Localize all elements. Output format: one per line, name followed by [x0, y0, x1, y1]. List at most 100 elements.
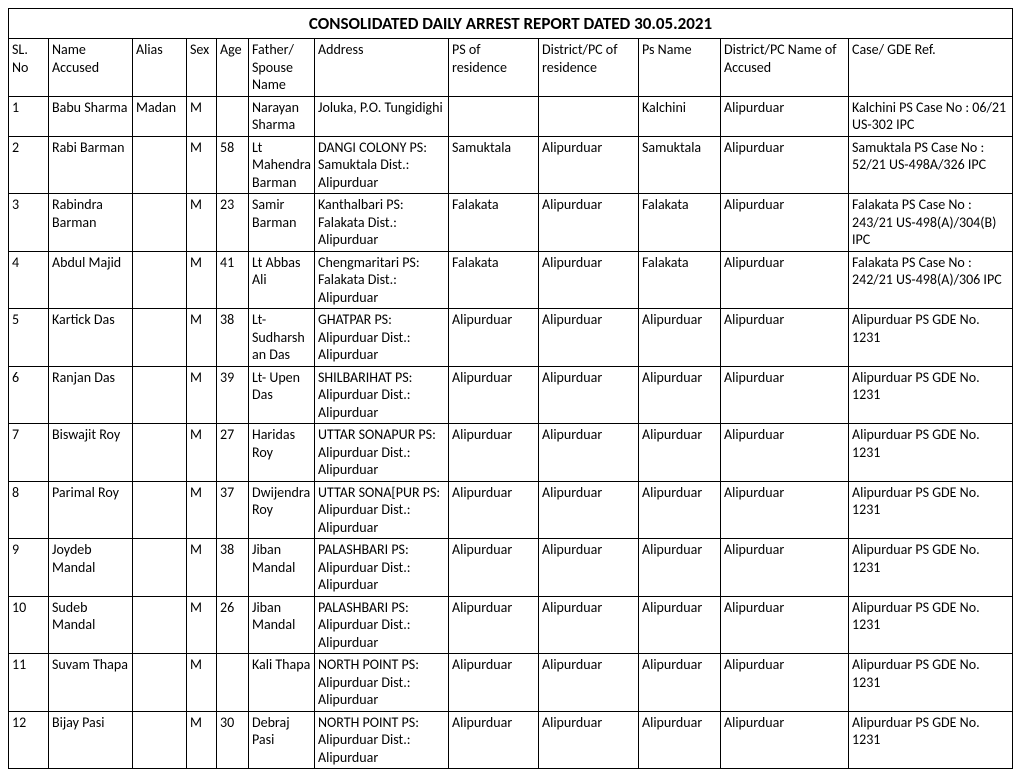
cell-alias	[133, 539, 187, 597]
cell-name: Biswajit Roy	[49, 424, 133, 482]
cell-alias	[133, 424, 187, 482]
cell-ps_name: Alipurduar	[639, 309, 721, 367]
cell-ps_res: Alipurduar	[449, 596, 539, 654]
cell-name: Abdul Majid	[49, 251, 133, 309]
cell-father: Lt Mahendra Barman	[249, 136, 315, 194]
cell-sex: M	[187, 481, 217, 539]
cell-age: 41	[217, 251, 249, 309]
table-row: 10Sudeb MandalM26Jiban MandalPALASHBARI …	[9, 596, 1013, 654]
cell-ps_res: Falakata	[449, 194, 539, 252]
cell-father: Dwijendra Roy	[249, 481, 315, 539]
cell-age: 58	[217, 136, 249, 194]
col-name: Name Accused	[49, 39, 133, 97]
col-address: Address	[315, 39, 449, 97]
table-row: 6Ranjan DasM39Lt- Upen DasSHILBARIHAT PS…	[9, 366, 1013, 424]
cell-dpc_acc: Alipurduar	[721, 596, 849, 654]
col-case: Case/ GDE Ref.	[849, 39, 1013, 97]
cell-father: Samir Barman	[249, 194, 315, 252]
col-ps-name: Ps Name	[639, 39, 721, 97]
table-row: 9Joydeb MandalM38Jiban MandalPALASHBARI …	[9, 539, 1013, 597]
cell-dpc_res: Alipurduar	[539, 654, 639, 712]
cell-father: Haridas Roy	[249, 424, 315, 482]
cell-address: NORTH POINT PS: Alipurduar Dist.: Alipur…	[315, 654, 449, 712]
cell-age	[217, 96, 249, 136]
cell-sl: 2	[9, 136, 49, 194]
cell-dpc_acc: Alipurduar	[721, 539, 849, 597]
cell-sex: M	[187, 251, 217, 309]
cell-ps_name: Falakata	[639, 194, 721, 252]
cell-name: Suvam Thapa	[49, 654, 133, 712]
cell-dpc_acc: Alipurduar	[721, 194, 849, 252]
cell-sl: 5	[9, 309, 49, 367]
cell-alias	[133, 251, 187, 309]
cell-sex: M	[187, 366, 217, 424]
col-ps-res: PS of residence	[449, 39, 539, 97]
cell-name: Rabi Barman	[49, 136, 133, 194]
cell-age: 38	[217, 539, 249, 597]
table-row: 7Biswajit RoyM27Haridas RoyUTTAR SONAPUR…	[9, 424, 1013, 482]
cell-alias	[133, 136, 187, 194]
cell-case: Kalchini PS Case No : 06/21 US-302 IPC	[849, 96, 1013, 136]
cell-ps_res: Alipurduar	[449, 309, 539, 367]
cell-sl: 3	[9, 194, 49, 252]
cell-dpc_acc: Alipurduar	[721, 251, 849, 309]
col-father: Father/ Spouse Name	[249, 39, 315, 97]
cell-dpc_res	[539, 96, 639, 136]
cell-sex: M	[187, 309, 217, 367]
cell-sex: M	[187, 596, 217, 654]
arrest-report-table: CONSOLIDATED DAILY ARREST REPORT DATED 3…	[8, 8, 1013, 769]
cell-address: DANGI COLONY PS: Samuktala Dist.: Alipur…	[315, 136, 449, 194]
cell-sex: M	[187, 194, 217, 252]
cell-address: PALASHBARI PS: Alipurduar Dist.: Alipurd…	[315, 596, 449, 654]
cell-case: Alipurduar PS GDE No. 1231	[849, 539, 1013, 597]
cell-case: Falakata PS Case No : 242/21 US-498(A)/3…	[849, 251, 1013, 309]
table-row: 5Kartick DasM38Lt- Sudharshan DasGHATPAR…	[9, 309, 1013, 367]
col-dpc-acc: District/PC Name of Accused	[721, 39, 849, 97]
cell-case: Alipurduar PS GDE No. 1231	[849, 711, 1013, 769]
cell-father: Jiban Mandal	[249, 539, 315, 597]
cell-dpc_acc: Alipurduar	[721, 309, 849, 367]
cell-father: Lt- Upen Das	[249, 366, 315, 424]
cell-name: Ranjan Das	[49, 366, 133, 424]
cell-case: Alipurduar PS GDE No. 1231	[849, 596, 1013, 654]
table-row: 8Parimal RoyM37Dwijendra RoyUTTAR SONA[P…	[9, 481, 1013, 539]
cell-age: 30	[217, 711, 249, 769]
cell-sl: 12	[9, 711, 49, 769]
cell-alias	[133, 481, 187, 539]
col-alias: Alias	[133, 39, 187, 97]
cell-name: Parimal Roy	[49, 481, 133, 539]
cell-father: Lt Abbas Ali	[249, 251, 315, 309]
cell-father: Narayan Sharma	[249, 96, 315, 136]
cell-sl: 11	[9, 654, 49, 712]
cell-age: 23	[217, 194, 249, 252]
table-row: 2Rabi BarmanM58Lt Mahendra BarmanDANGI C…	[9, 136, 1013, 194]
cell-age: 39	[217, 366, 249, 424]
cell-age: 26	[217, 596, 249, 654]
cell-ps_res: Alipurduar	[449, 366, 539, 424]
cell-dpc_res: Alipurduar	[539, 309, 639, 367]
cell-sl: 7	[9, 424, 49, 482]
cell-dpc_acc: Alipurduar	[721, 481, 849, 539]
cell-case: Alipurduar PS GDE No. 1231	[849, 654, 1013, 712]
cell-dpc_res: Alipurduar	[539, 366, 639, 424]
cell-address: Chengmaritari PS: Falakata Dist.: Alipur…	[315, 251, 449, 309]
cell-alias	[133, 194, 187, 252]
cell-ps_res: Alipurduar	[449, 711, 539, 769]
cell-dpc_acc: Alipurduar	[721, 96, 849, 136]
cell-ps_name: Alipurduar	[639, 424, 721, 482]
cell-age: 38	[217, 309, 249, 367]
cell-case: Alipurduar PS GDE No. 1231	[849, 424, 1013, 482]
cell-alias	[133, 309, 187, 367]
cell-dpc_res: Alipurduar	[539, 251, 639, 309]
cell-father: Debraj Pasi	[249, 711, 315, 769]
cell-age: 27	[217, 424, 249, 482]
col-dpc-res: District/PC of residence	[539, 39, 639, 97]
cell-sex: M	[187, 654, 217, 712]
cell-sl: 10	[9, 596, 49, 654]
cell-alias	[133, 596, 187, 654]
cell-dpc_res: Alipurduar	[539, 424, 639, 482]
cell-dpc_res: Alipurduar	[539, 136, 639, 194]
cell-case: Falakata PS Case No : 243/21 US-498(A)/3…	[849, 194, 1013, 252]
cell-name: Bijay Pasi	[49, 711, 133, 769]
cell-ps_name: Alipurduar	[639, 596, 721, 654]
